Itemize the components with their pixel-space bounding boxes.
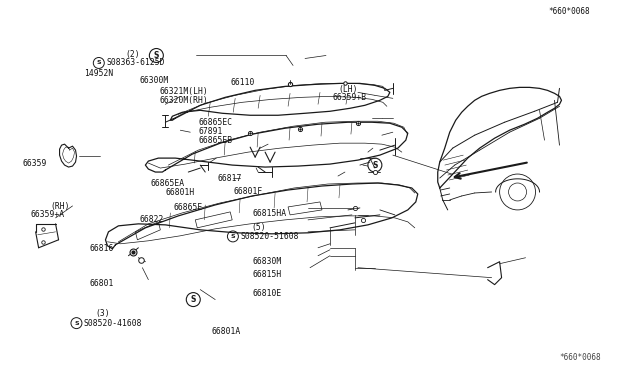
Text: S: S	[191, 295, 196, 304]
Text: S: S	[97, 61, 101, 65]
Text: 66830M: 66830M	[253, 257, 282, 266]
Text: 67891: 67891	[198, 126, 223, 136]
Text: S: S	[230, 234, 236, 239]
Text: 66359+B: 66359+B	[333, 93, 367, 102]
Text: 66815HA: 66815HA	[253, 209, 287, 218]
Text: 66801F: 66801F	[234, 187, 263, 196]
Text: 66110: 66110	[230, 78, 255, 87]
Text: 66815H: 66815H	[253, 270, 282, 279]
Text: S08520-51608: S08520-51608	[240, 232, 299, 241]
Text: 66810E: 66810E	[253, 289, 282, 298]
Text: 66300M: 66300M	[140, 76, 169, 84]
Text: S08520-41608: S08520-41608	[84, 319, 142, 328]
Text: (3): (3)	[95, 310, 110, 318]
Text: 66865EB: 66865EB	[198, 135, 233, 145]
Text: 66865E: 66865E	[173, 203, 202, 212]
Text: S: S	[74, 321, 79, 326]
Text: 66865EC: 66865EC	[198, 118, 233, 127]
Text: 66822: 66822	[140, 215, 164, 224]
Text: *660*0068: *660*0068	[548, 7, 590, 16]
Text: 14952N: 14952N	[84, 69, 113, 78]
Text: 66816: 66816	[90, 244, 115, 253]
Text: 66359: 66359	[22, 159, 47, 168]
Text: 66817: 66817	[218, 174, 242, 183]
Text: 66801H: 66801H	[166, 188, 195, 197]
Text: (LH): (LH)	[338, 85, 357, 94]
Text: (5): (5)	[252, 223, 266, 232]
Text: S08363-6125D: S08363-6125D	[106, 58, 164, 67]
Text: *660*0068: *660*0068	[559, 353, 601, 362]
Text: 66320M(RH): 66320M(RH)	[159, 96, 208, 105]
Text: 66865EA: 66865EA	[151, 179, 185, 187]
Text: (RH): (RH)	[50, 202, 70, 211]
Text: S: S	[372, 161, 378, 170]
Text: 66321M(LH): 66321M(LH)	[159, 87, 208, 96]
Text: 66359+A: 66359+A	[31, 211, 65, 219]
Text: 66801: 66801	[90, 279, 115, 288]
Text: (2): (2)	[126, 50, 141, 59]
Text: S: S	[154, 51, 159, 60]
Text: 66801A: 66801A	[211, 327, 241, 336]
